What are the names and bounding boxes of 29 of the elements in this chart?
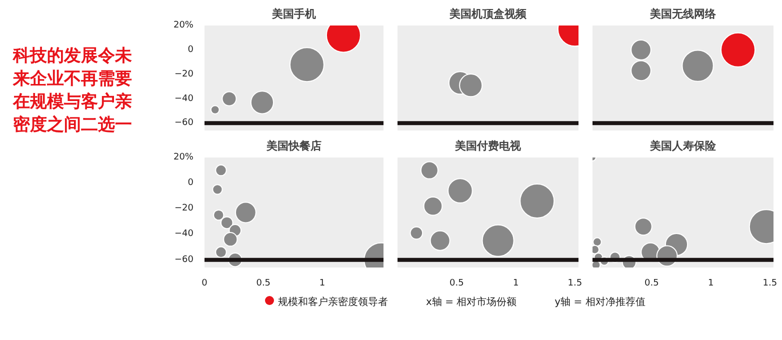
chart-title: 美国手机: [271, 8, 316, 20]
y-tick-label: 20%: [173, 20, 194, 30]
x-tick-label: 1.5: [568, 278, 582, 288]
y-tick-label: −40: [174, 229, 194, 240]
x-tick-label: 1: [512, 278, 519, 288]
y-tick-label: 20%: [173, 152, 194, 162]
chart-title: 美国无线网络: [649, 8, 717, 20]
x-tick-label: 1: [708, 278, 714, 288]
chart-title: 美国快餐店: [266, 140, 322, 152]
y-tick-label: −20: [174, 204, 194, 214]
chart-title: 美国机顶盒视频: [448, 8, 528, 20]
x-tick-label: 0.5: [449, 278, 464, 288]
y-tick-label: 0: [188, 178, 194, 188]
chart-title: 美国人寿保险: [649, 140, 717, 152]
text: 科技的发展令未来企业不再需要在规模与客户亲密度之间二选一: [13, 45, 133, 137]
text: y轴 = 相对净推荐值: [554, 297, 646, 308]
x-tick-label: 0.5: [644, 278, 659, 288]
x-tick-label: 1.5: [762, 278, 778, 288]
text: x轴 = 相对市场份额: [426, 297, 517, 308]
chart-title: 美国付费电视: [454, 140, 522, 152]
y-tick-label: −40: [174, 94, 194, 104]
y-tick-label: −20: [174, 69, 194, 80]
x-tick-label: 0.5: [256, 278, 271, 288]
x-tick-label: 1: [319, 278, 326, 288]
legend-label: 规模和客户亲密度领导者: [278, 297, 388, 308]
y-tick-label: −60: [174, 118, 194, 128]
y-tick-label: −60: [174, 254, 194, 265]
y-tick-label: 0: [188, 44, 194, 55]
x-tick-label: 0: [202, 278, 208, 288]
